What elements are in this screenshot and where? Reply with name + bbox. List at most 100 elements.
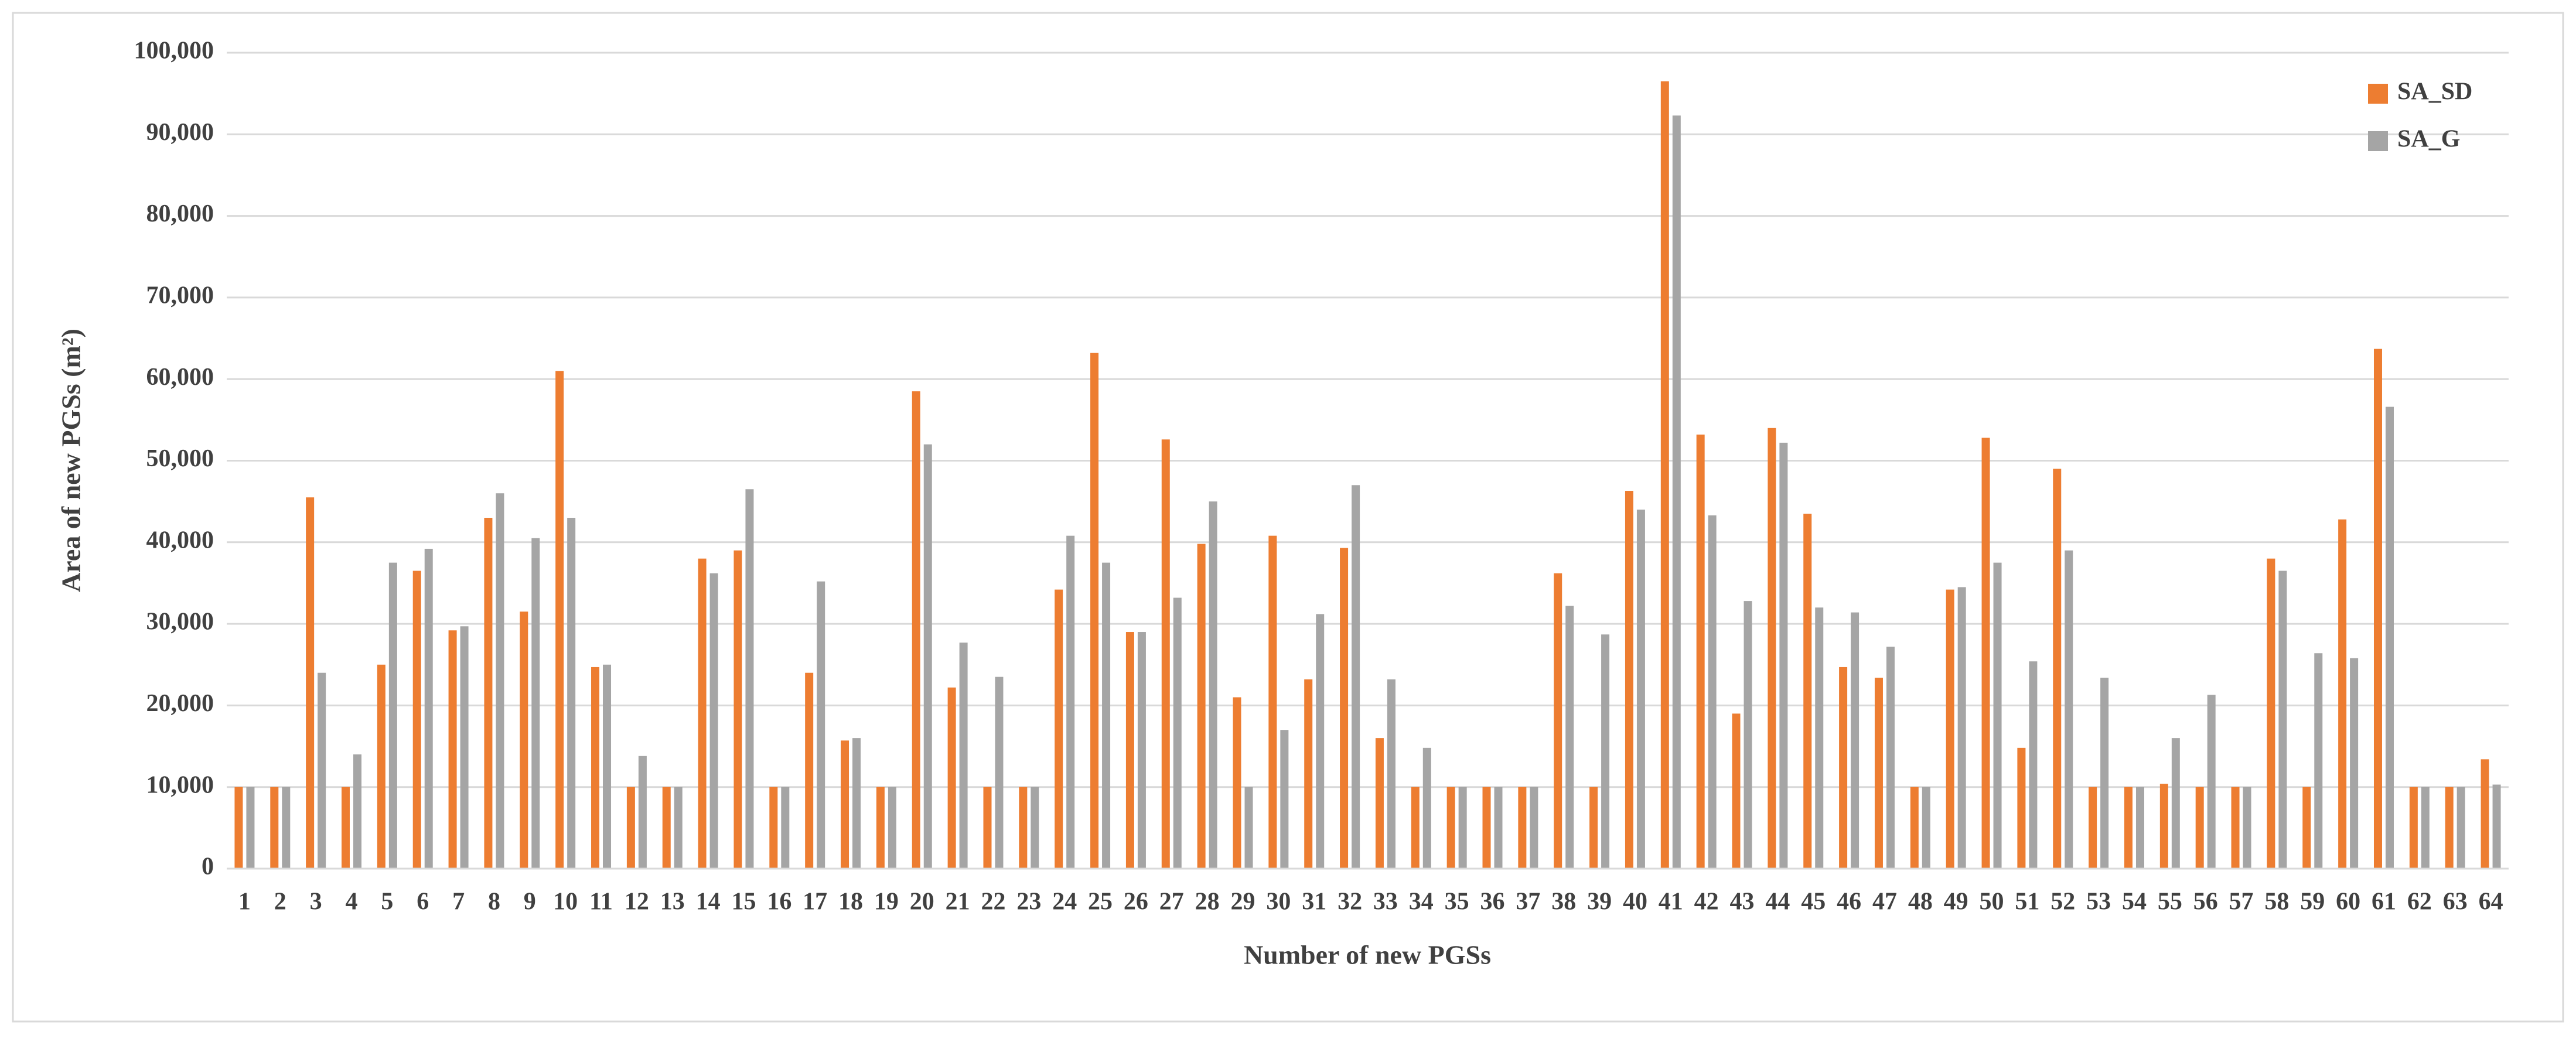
x-tick-label: 38 [1551,889,1576,915]
bar [555,371,564,869]
legend-label: SA_G [2397,126,2460,153]
bar [306,497,315,869]
bar [1672,115,1681,869]
y-tick-label: 0 [202,853,214,880]
bar [531,538,540,869]
bar [781,787,790,869]
bar [1946,589,1954,869]
x-tick-label: 30 [1266,889,1291,915]
x-tick-label: 37 [1516,889,1540,915]
bar [2314,653,2323,869]
bar [1422,747,1431,869]
bar [484,518,493,869]
x-tick-label: 17 [803,889,827,915]
bar [1530,787,1538,869]
bar [959,643,968,869]
bar [698,558,707,869]
x-tick-label: 42 [1694,889,1719,915]
bar [2124,787,2133,869]
bar [520,611,528,869]
x-tick-label: 62 [2407,889,2432,915]
x-tick-label: 27 [1159,889,1184,915]
bar [1244,787,1253,869]
x-tick-label: 53 [2086,889,2111,915]
bar [1137,632,1146,869]
bar [2159,784,2168,869]
x-tick-label: 57 [2229,889,2254,915]
x-tick-label: 36 [1480,889,1505,915]
x-tick-label: 24 [1052,889,1077,915]
bar [1197,544,1206,869]
x-tick-label: 51 [2015,889,2039,915]
x-tick-label: 4 [346,889,358,915]
legend-swatch [2368,131,2388,151]
bar [1910,787,1919,869]
bar [626,787,635,869]
bar [2350,658,2359,869]
x-tick-label: 48 [1908,889,1933,915]
bar [745,489,754,869]
legend-label: SA_SD [2397,78,2472,105]
bar [1125,632,1134,869]
bar [282,787,291,869]
bar [234,787,243,869]
bar [888,787,896,869]
bar [246,787,255,869]
bar [733,550,742,869]
bar [1803,514,1812,869]
x-tick-label: 64 [2479,889,2503,915]
x-tick-label: 63 [2443,889,2468,915]
bar [412,570,421,869]
x-tick-label: 47 [1872,889,1897,915]
y-tick-label: 50,000 [146,445,214,472]
bar [603,664,612,869]
bar [709,573,718,869]
bar [2029,661,2038,869]
bar [2065,550,2073,869]
bar [1744,601,1752,869]
x-tick-label: 16 [767,889,791,915]
bar [1316,614,1325,869]
bar [983,787,992,869]
x-tick-label: 6 [417,889,429,915]
bar [841,740,849,869]
x-axis-title: Number of new PGSs [1244,940,1491,970]
bar [353,754,362,869]
bar [448,630,457,869]
bar [1625,491,1633,869]
bar [1518,787,1527,869]
bar [1886,647,1895,869]
bar [2481,759,2489,869]
bar [342,787,350,869]
bar [2445,787,2454,869]
bar [662,787,671,869]
x-tick-label: 45 [1801,889,1826,915]
bar [2089,787,2097,869]
x-tick-label: 29 [1230,889,1255,915]
x-tick-label: 10 [553,889,578,915]
bar [1352,485,1360,869]
bar [1102,562,1111,869]
x-tick-label: 43 [1730,889,1755,915]
bar [1839,667,1848,869]
x-tick-label: 14 [696,889,721,915]
x-tick-label: 21 [946,889,970,915]
bar [2338,519,2347,869]
x-tick-label: 50 [1980,889,2004,915]
bar [1660,81,1669,869]
legend-swatch [2368,84,2388,104]
x-tick-label: 2 [274,889,286,915]
bar [1981,438,1990,869]
bar [1636,510,1645,869]
bar [2409,787,2418,869]
x-tick-label: 49 [1944,889,1968,915]
x-tick-label: 19 [874,889,899,915]
bar [1055,589,1063,869]
x-tick-label: 55 [2158,889,2182,915]
bar [2278,570,2287,869]
bar [270,787,279,869]
x-tick-label: 59 [2300,889,2325,915]
x-tick-label: 52 [2050,889,2075,915]
x-tick-label: 15 [731,889,756,915]
